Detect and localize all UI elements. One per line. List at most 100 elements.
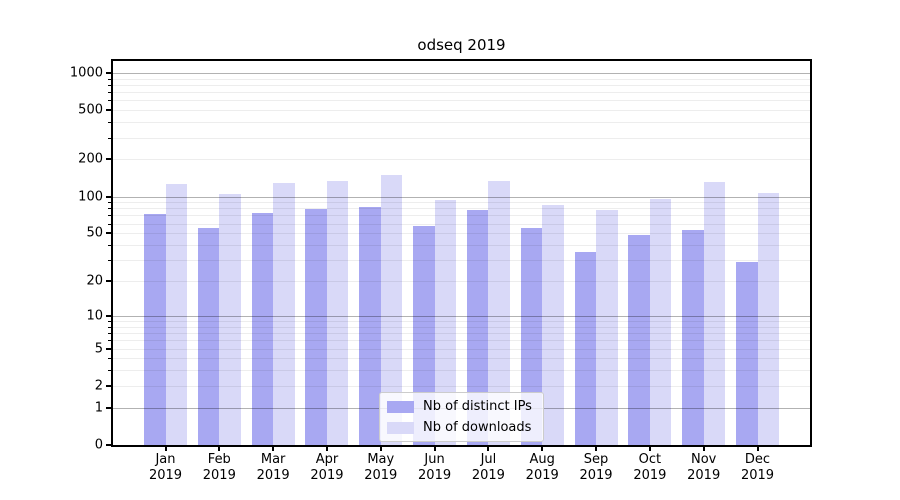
- bar-nb-of-distinct-ips-apr: [305, 209, 327, 445]
- bar-nb-of-downloads-jun: [434, 200, 457, 445]
- gridline-major-100: [113, 196, 810, 198]
- x-tick-label-jun: Jun 2019: [403, 452, 467, 485]
- bar-nb-of-downloads-nov: [703, 181, 726, 445]
- bar-nb-of-distinct-ips-jun: [413, 226, 435, 445]
- x-tick-label-year: 2019: [364, 468, 398, 484]
- legend-item-nb-of-distinct-ips: Nb of distinct IPs: [387, 399, 532, 414]
- y-tick-50: [106, 232, 111, 235]
- gridline-minor-400: [113, 122, 810, 124]
- x-tick-jun: [433, 447, 436, 451]
- bar-nb-of-distinct-ips-nov: [682, 230, 704, 445]
- y-minortick-300: [108, 137, 111, 139]
- y-minortick-700: [108, 92, 111, 94]
- gridline-minor-2: [113, 385, 810, 387]
- x-tick-mar: [272, 447, 275, 451]
- y-minortick-4: [108, 358, 111, 360]
- gridline-minor-300: [113, 137, 810, 139]
- bar-nb-of-distinct-ips-jul: [466, 209, 489, 445]
- x-tick-label-year: 2019: [310, 468, 344, 484]
- chart-title: odseq 2019: [417, 36, 506, 54]
- y-tick-label-10: 10: [86, 308, 103, 324]
- bar-nb-of-distinct-ips-mar: [251, 212, 274, 445]
- plot-area: [113, 61, 810, 445]
- y-minortick-80: [108, 208, 111, 210]
- bar-nb-of-downloads-mar: [273, 182, 295, 445]
- y-minortick-7: [108, 333, 111, 335]
- bar-nb-of-distinct-ips-feb: [197, 228, 220, 445]
- y-tick-label-1: 1: [94, 400, 103, 416]
- y-tick-200: [106, 158, 111, 161]
- plot-border: [111, 59, 812, 447]
- y-tick-100: [106, 195, 111, 198]
- x-tick-label-year: 2019: [202, 468, 236, 484]
- y-tick-1: [106, 406, 111, 409]
- gridline-minor-80: [113, 208, 810, 210]
- bar-nb-of-downloads-feb: [219, 194, 241, 445]
- y-minortick-70: [108, 215, 111, 217]
- bar-nb-of-downloads-may: [380, 174, 403, 445]
- gridline-minor-50: [113, 233, 810, 235]
- y-tick-500: [106, 109, 111, 112]
- x-tick-label-sep: Sep 2019: [564, 452, 628, 485]
- y-minortick-3: [108, 370, 111, 372]
- x-tick-jul: [487, 447, 490, 451]
- y-tick-label-200: 200: [78, 151, 103, 167]
- x-tick-feb: [218, 447, 221, 451]
- gridline-minor-4: [113, 358, 810, 360]
- bar-nb-of-downloads-apr: [326, 180, 349, 445]
- x-tick-label-nov: Nov 2019: [672, 452, 736, 485]
- gridline-minor-9: [113, 321, 810, 323]
- y-tick-label-1000: 1000: [69, 65, 103, 81]
- gridline-minor-200: [113, 159, 810, 161]
- x-tick-label-oct: Oct 2019: [618, 452, 682, 485]
- bar-nb-of-distinct-ips-may: [359, 207, 381, 445]
- x-tick-may: [379, 447, 382, 451]
- y-tick-20: [106, 280, 111, 283]
- x-tick-label-jul: Jul 2019: [456, 452, 520, 485]
- y-tick-label-0: 0: [94, 437, 103, 453]
- legend-swatch-icon: [387, 421, 414, 434]
- y-tick-label-100: 100: [78, 189, 103, 204]
- x-tick-label-apr: Apr 2019: [295, 452, 359, 485]
- bar-nb-of-downloads-jul: [488, 181, 510, 445]
- x-tick-jan: [164, 447, 167, 451]
- x-tick-label-year: 2019: [687, 468, 721, 484]
- bar-nb-of-distinct-ips-dec: [736, 261, 758, 445]
- bar-nb-of-distinct-ips-aug: [520, 228, 543, 445]
- gridline-minor-800: [113, 85, 810, 86]
- bar-nb-of-downloads-dec: [757, 193, 779, 445]
- bar-nb-of-downloads-sep: [596, 210, 618, 445]
- gridline-minor-90: [113, 202, 810, 204]
- bar-nb-of-distinct-ips-jan: [144, 213, 166, 445]
- gridline-minor-30: [113, 260, 810, 262]
- x-tick-label-feb: Feb 2019: [187, 452, 251, 485]
- bar-nb-of-downloads-jan: [165, 183, 187, 445]
- y-tick-label-2: 2: [94, 378, 103, 394]
- y-tick-label-500: 500: [78, 102, 103, 118]
- x-tick-label-jan: Jan 2019: [134, 452, 198, 485]
- y-tick-1000: [106, 72, 111, 74]
- y-tick-label-5: 5: [94, 341, 103, 357]
- y-tick-5: [106, 347, 111, 350]
- gridline-major-10: [113, 315, 810, 317]
- gridline-minor-40: [113, 245, 810, 247]
- x-tick-label-year: 2019: [579, 468, 613, 484]
- x-tick-aug: [541, 447, 544, 451]
- x-tick-label-year: 2019: [256, 468, 290, 484]
- y-minortick-600: [108, 100, 111, 102]
- gridline-minor-3: [113, 370, 810, 372]
- x-tick-label-year: 2019: [418, 468, 452, 484]
- x-tick-label-dec: Dec 2019: [726, 452, 790, 485]
- y-minortick-900: [108, 78, 111, 80]
- bar-nb-of-distinct-ips-oct: [628, 235, 650, 445]
- x-tick-label-aug: Aug 2019: [510, 452, 574, 485]
- x-tick-apr: [325, 447, 328, 451]
- y-minortick-8: [108, 326, 111, 328]
- x-tick-label-mar: Mar 2019: [241, 452, 305, 485]
- x-tick-label-year: 2019: [633, 468, 667, 484]
- gridline-minor-700: [113, 92, 810, 94]
- gridline-minor-60: [113, 223, 810, 225]
- gridline-minor-6: [113, 340, 810, 342]
- gridline-minor-900: [113, 78, 810, 80]
